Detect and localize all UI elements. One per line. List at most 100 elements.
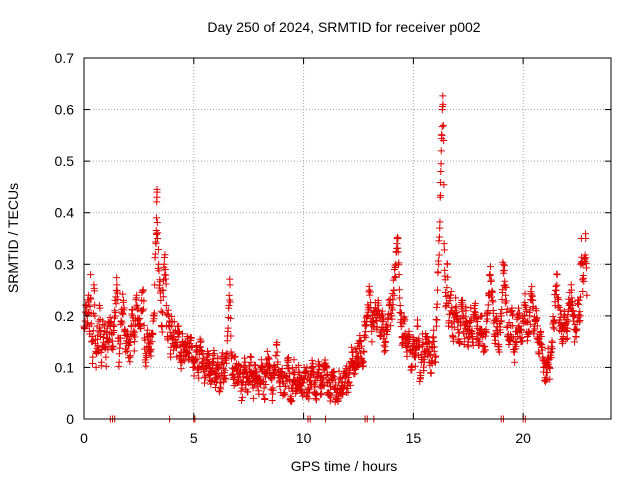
data-point xyxy=(580,277,588,285)
data-point xyxy=(395,271,403,279)
data-point xyxy=(114,295,122,303)
data-point xyxy=(394,248,402,256)
data-point xyxy=(112,300,120,308)
data-point xyxy=(439,92,447,100)
y-tick-label: 0.4 xyxy=(55,205,75,221)
data-point xyxy=(312,396,320,404)
data-point xyxy=(509,322,517,330)
data-point xyxy=(518,337,526,345)
data-point xyxy=(97,326,105,334)
data-point xyxy=(546,364,554,372)
data-point xyxy=(232,363,240,371)
data-point xyxy=(435,260,443,268)
data-point xyxy=(437,160,445,168)
data-point xyxy=(431,343,439,351)
data-point xyxy=(136,314,144,322)
data-point xyxy=(512,338,520,346)
data-point xyxy=(339,385,347,393)
data-point xyxy=(91,301,99,309)
data-point xyxy=(471,308,479,316)
data-point xyxy=(452,302,460,310)
data-point xyxy=(583,264,591,272)
data-point xyxy=(563,334,571,342)
data-point xyxy=(521,299,529,307)
data-point xyxy=(454,313,462,321)
data-point xyxy=(491,339,499,347)
data-point xyxy=(165,312,173,320)
data-point xyxy=(427,369,435,377)
data-point xyxy=(87,320,95,328)
data-point xyxy=(130,347,138,355)
data-point xyxy=(361,321,369,329)
data-point xyxy=(492,316,500,324)
data-point xyxy=(545,363,553,371)
data-point xyxy=(552,291,560,299)
data-point xyxy=(538,346,546,354)
data-point xyxy=(281,383,289,391)
data-point xyxy=(311,383,319,391)
data-point xyxy=(473,314,481,322)
data-point xyxy=(281,391,289,399)
data-point xyxy=(577,293,585,301)
data-point xyxy=(562,335,570,343)
data-point xyxy=(433,300,441,308)
data-point xyxy=(486,271,494,279)
data-point xyxy=(372,317,380,325)
data-point xyxy=(382,337,390,345)
data-point xyxy=(374,306,382,314)
data-point xyxy=(306,385,314,393)
data-point xyxy=(368,318,376,326)
data-point xyxy=(554,294,562,302)
data-point xyxy=(576,312,584,320)
data-point xyxy=(575,296,583,304)
x-tick-label: 20 xyxy=(515,430,531,446)
data-point xyxy=(472,309,480,317)
data-point xyxy=(111,307,119,315)
data-point xyxy=(461,313,469,321)
data-point xyxy=(437,167,445,175)
data-point xyxy=(161,265,169,273)
data-point xyxy=(344,388,352,396)
data-point xyxy=(439,121,447,129)
data-point xyxy=(219,349,227,357)
data-point xyxy=(266,362,274,370)
data-point xyxy=(440,246,448,254)
data-point xyxy=(502,297,510,305)
data-point xyxy=(482,329,490,337)
data-point xyxy=(502,283,510,291)
data-point xyxy=(546,363,554,371)
data-point xyxy=(404,340,412,348)
data-series xyxy=(80,92,591,423)
data-point xyxy=(399,320,407,328)
data-point xyxy=(140,305,148,313)
data-point xyxy=(568,308,576,316)
data-point xyxy=(161,251,169,259)
data-point xyxy=(238,393,246,401)
data-point xyxy=(154,245,162,253)
data-point xyxy=(142,362,150,370)
data-point xyxy=(434,269,442,277)
data-point xyxy=(384,326,392,334)
data-point xyxy=(436,178,444,186)
data-point xyxy=(368,338,376,346)
data-point xyxy=(484,301,492,309)
data-point xyxy=(481,346,489,354)
data-point xyxy=(440,240,448,248)
data-point xyxy=(582,235,590,242)
data-point xyxy=(201,374,209,382)
data-point xyxy=(177,365,185,373)
data-point xyxy=(295,361,303,369)
data-point xyxy=(309,360,317,368)
data-point xyxy=(575,318,583,326)
data-point xyxy=(434,286,442,294)
data-point xyxy=(109,323,117,331)
data-point xyxy=(411,362,419,370)
data-point xyxy=(113,281,121,289)
data-point xyxy=(284,357,292,365)
data-point xyxy=(475,338,483,346)
data-point xyxy=(549,345,557,353)
data-point xyxy=(102,353,110,361)
data-point xyxy=(447,291,455,299)
data-point xyxy=(176,328,184,336)
data-point xyxy=(162,271,170,279)
